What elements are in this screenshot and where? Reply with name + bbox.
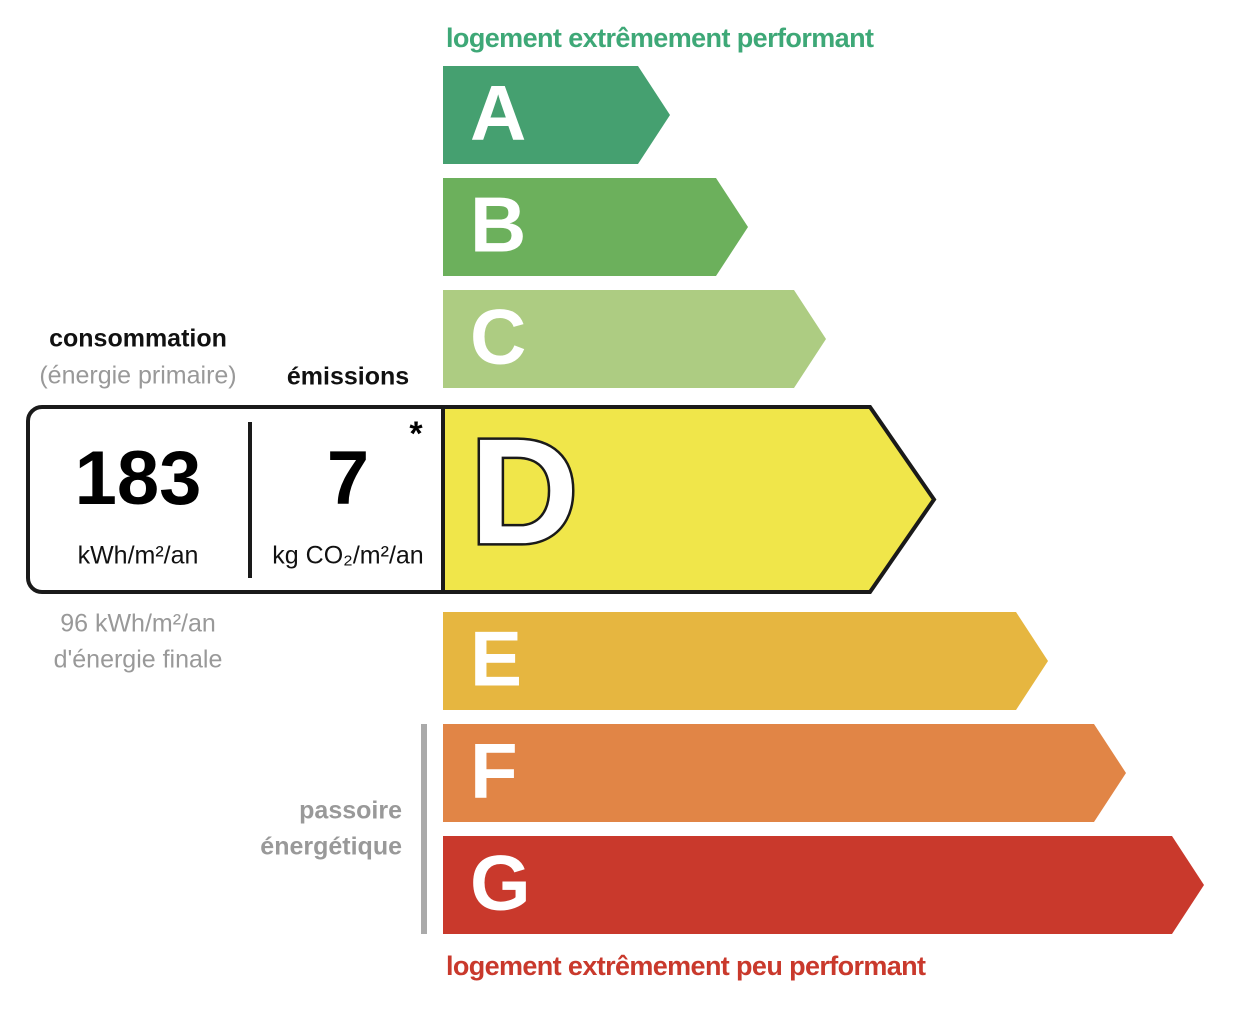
class-letter: G	[470, 839, 531, 927]
final-energy: d'énergie finale	[54, 646, 223, 674]
consumption-subheading: (énergie primaire)	[39, 362, 236, 390]
consumption-unit: kWh/m²/an	[78, 542, 199, 570]
emissions-heading: émissions	[287, 363, 409, 391]
class-letter: E	[470, 615, 522, 703]
class-arrow	[443, 290, 826, 388]
class-arrow	[443, 836, 1204, 934]
class-letter: B	[470, 181, 526, 269]
class-letter: A	[470, 69, 526, 157]
consumption-value: 183	[75, 436, 202, 521]
consumption-heading: consommation	[49, 325, 227, 353]
class-letter: C	[470, 293, 526, 381]
note-marker: *	[409, 415, 423, 453]
emissions-value: 7	[327, 436, 369, 521]
class-arrow	[441, 405, 937, 594]
class-arrow	[443, 612, 1048, 710]
top-label: logement extrêmement performant	[446, 23, 874, 53]
bottom-label: logement extrêmement peu performant	[446, 951, 926, 981]
class-arrow	[443, 66, 670, 164]
passoire-label: passoire	[299, 797, 402, 825]
class-arrow	[443, 724, 1126, 822]
final-energy: 96 kWh/m²/an	[60, 610, 216, 638]
class-arrow	[443, 178, 748, 276]
class-letter: F	[470, 727, 518, 815]
emissions-unit: kg CO₂/m²/an	[272, 542, 423, 570]
passoire-label: énergétique	[260, 833, 402, 861]
current-class-letter: D	[470, 407, 578, 575]
